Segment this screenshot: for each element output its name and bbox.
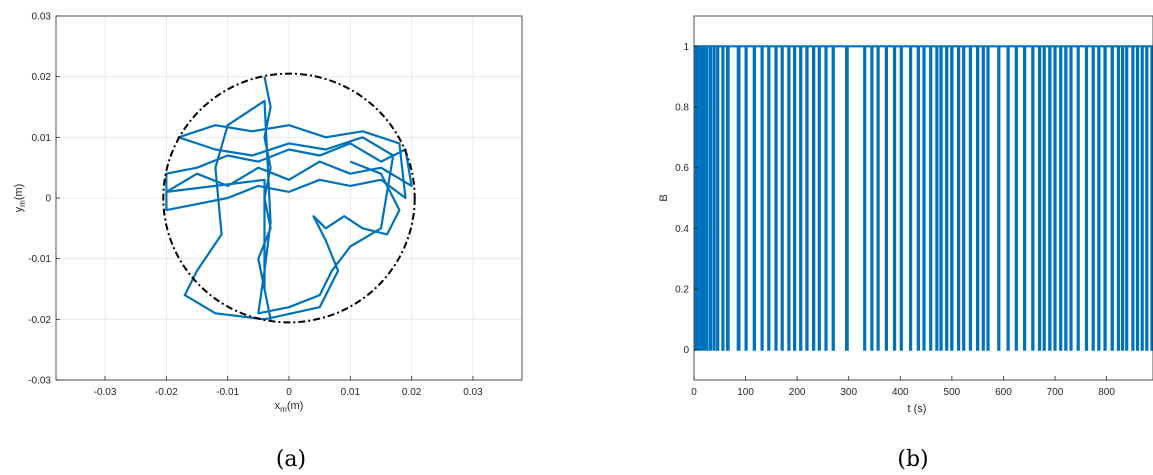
panel-b-plot-area xyxy=(694,45,1153,351)
panel-a-y-tick-label: -0.03 xyxy=(28,376,51,387)
panel-b-x-tick-label: 200 xyxy=(789,387,806,398)
panel-b-x-tick-label: 700 xyxy=(1047,387,1064,398)
panel-b-y-tick-label: 1 xyxy=(683,42,689,53)
panel-a-x-tick-label: -0.01 xyxy=(216,387,239,398)
panel-a-x-tick-label: 0 xyxy=(286,387,292,398)
panel-b-x-tick-label: 600 xyxy=(995,387,1012,398)
panel-b-axes-box xyxy=(693,15,1153,381)
panel-b-x-tick-label: 100 xyxy=(737,387,754,398)
panel-a-chart: -0.03 -0.02 -0.01 0 0.01 0.02 0.03 -0.03 -0.02 -0… xyxy=(13,12,523,472)
panel-b-y-tick-label: 0.6 xyxy=(675,163,689,174)
panel-b-caption: (b) xyxy=(897,447,928,472)
panel-b-x-tick-label: 400 xyxy=(892,387,909,398)
panel-a-x-tick-label: -0.03 xyxy=(94,387,117,398)
panel-b-y-axis-label: B xyxy=(658,194,670,201)
panel-a-x-tick-label: 0.02 xyxy=(402,387,422,398)
boundary-circle xyxy=(162,72,416,324)
panel-b-x-tick-label: 0 xyxy=(691,387,697,398)
panel-b-y-tick-label: 0.4 xyxy=(675,224,689,235)
panel-b-y-tick-label: 0 xyxy=(683,345,689,356)
panel-a-ticks: -0.03 -0.02 -0.01 0 0.01 0.02 0.03 -0.03 -0.02 -0… xyxy=(28,12,483,399)
panel-a-y-tick-label: 0.03 xyxy=(32,12,52,23)
panel-a-y-tick-label: 0 xyxy=(45,194,51,205)
panel-a-x-tick-label: 0.01 xyxy=(341,387,361,398)
panel-a-y-tick-label: -0.01 xyxy=(28,254,51,265)
panel-b-x-tick-label: 800 xyxy=(1098,387,1115,398)
panel-a-caption: (a) xyxy=(276,447,306,472)
panel-b-x-axis-label: t (s) xyxy=(908,403,927,415)
panel-a-y-tick-label: 0.01 xyxy=(32,133,52,144)
panel-a-x-tick-label: -0.02 xyxy=(155,387,178,398)
panel-b-chart: 0 100 200 300 400 500 600 700 80000.20.40.60.81 … xyxy=(658,15,1153,472)
panel-a-y-axis-label: ym(m) xyxy=(13,184,27,213)
panel-a-y-tick-label: -0.02 xyxy=(28,315,51,326)
binary-signal-line xyxy=(694,45,1153,351)
panel-b-ticks: 0 100 200 300 400 500 600 700 800 0 0.2 0.4 0.6 0.8 1 xyxy=(675,42,1115,398)
panel-b-y-tick-label: 0.8 xyxy=(675,103,689,114)
panel-b-x-tick-label: 300 xyxy=(840,387,857,398)
trajectory-line xyxy=(165,76,413,321)
panel-b-x-tick-label: 500 xyxy=(944,387,961,398)
panel-a-x-axis-label: xm(m) xyxy=(275,400,304,414)
panel-a-x-tick-label: 0.03 xyxy=(463,387,483,398)
panel-a-plot-area xyxy=(162,72,416,324)
panel-b-y-tick-label: 0.2 xyxy=(675,285,689,296)
panel-a-y-tick-label: 0.02 xyxy=(32,72,52,83)
